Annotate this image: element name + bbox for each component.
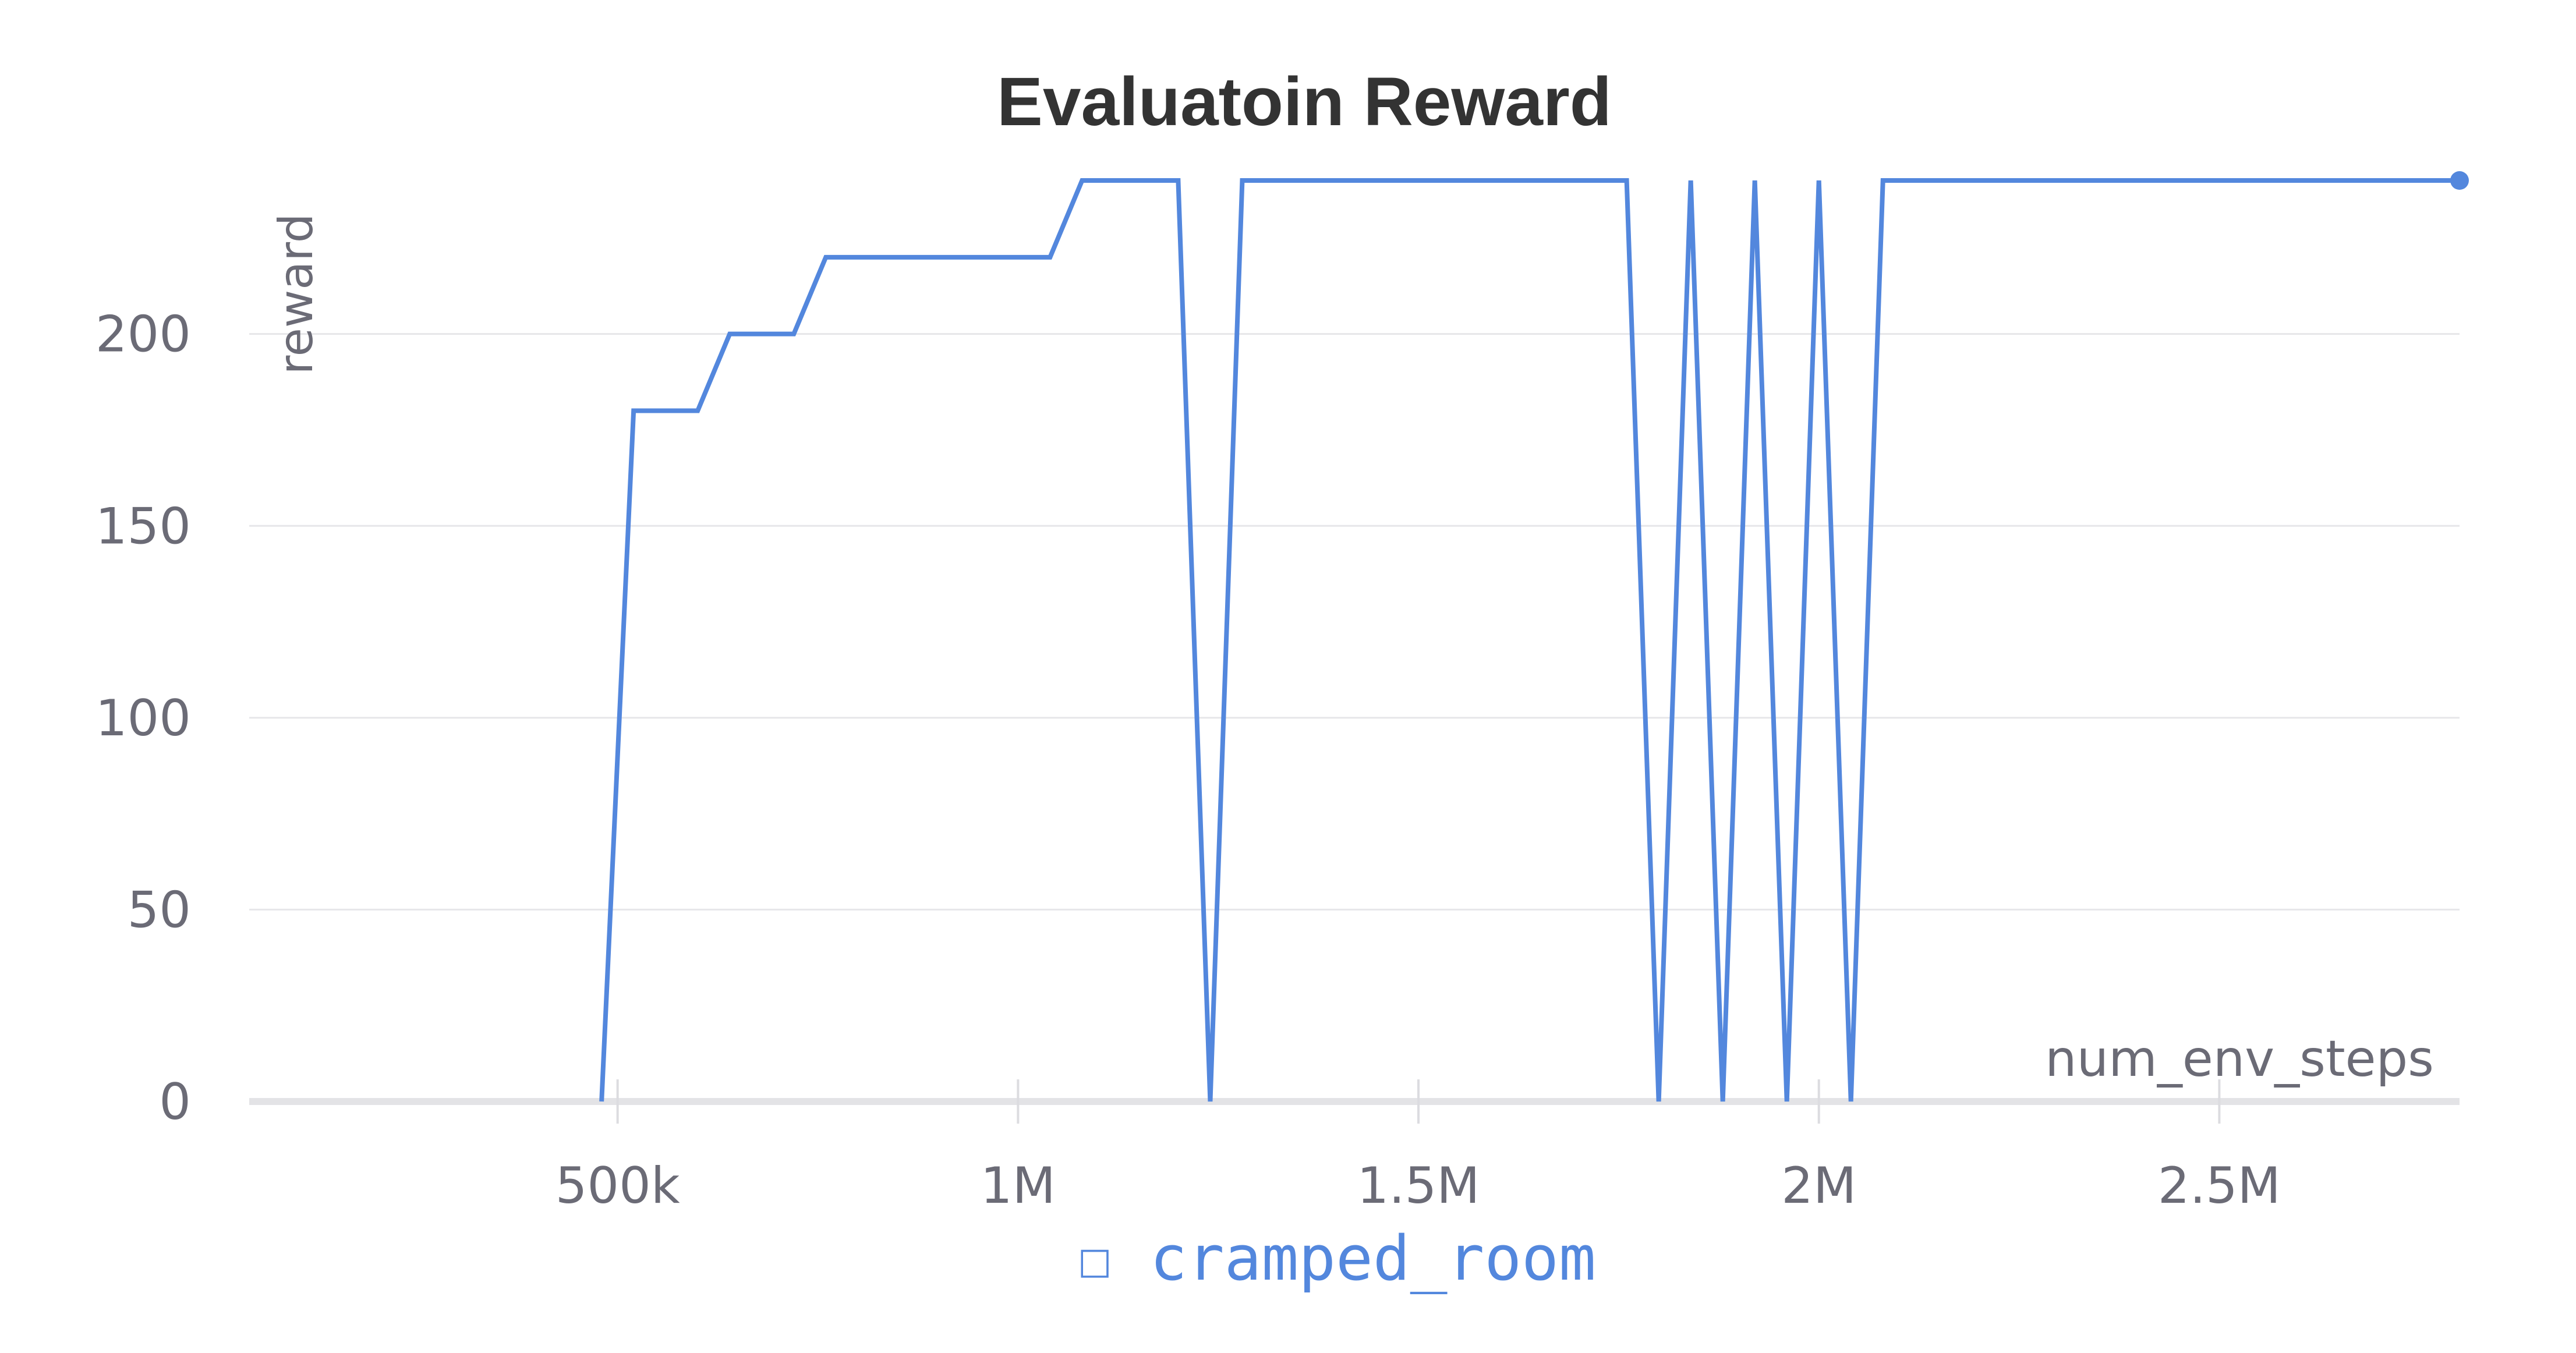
legend-label-cramped-room: cramped_room xyxy=(1150,1223,1596,1294)
y-tick-label: 150 xyxy=(95,497,191,555)
x-axis-label: num_env_steps xyxy=(2045,1030,2434,1088)
series-line-cramped-room[interactable] xyxy=(599,178,2460,1102)
y-tick-label: 200 xyxy=(95,306,191,364)
x-tick-label: 1M xyxy=(981,1157,1056,1215)
y-tick-label: 50 xyxy=(128,881,191,939)
series-lines xyxy=(599,171,2469,1102)
chart-title: Evaluatoin Reward xyxy=(997,63,1612,140)
x-tick-label: 1.5M xyxy=(1357,1157,1480,1215)
legend-marker-icon: ☐ xyxy=(1078,1226,1112,1291)
series-end-point[interactable] xyxy=(2450,171,2469,190)
x-tick-label: 2.5M xyxy=(2158,1157,2281,1215)
y-axis-label: reward xyxy=(269,213,323,374)
legend[interactable]: ☐ cramped_room xyxy=(1078,1223,1596,1294)
x-tick-label: 2M xyxy=(1781,1157,1856,1215)
grid-lines xyxy=(249,333,2460,911)
x-tick-label: 500k xyxy=(555,1157,680,1215)
y-tick-label: 100 xyxy=(95,689,191,748)
axes: 0 50 100 150 200 500k 1M 1.5M 2M 2.5M xyxy=(95,306,2460,1215)
y-tick-label: 0 xyxy=(159,1073,191,1131)
